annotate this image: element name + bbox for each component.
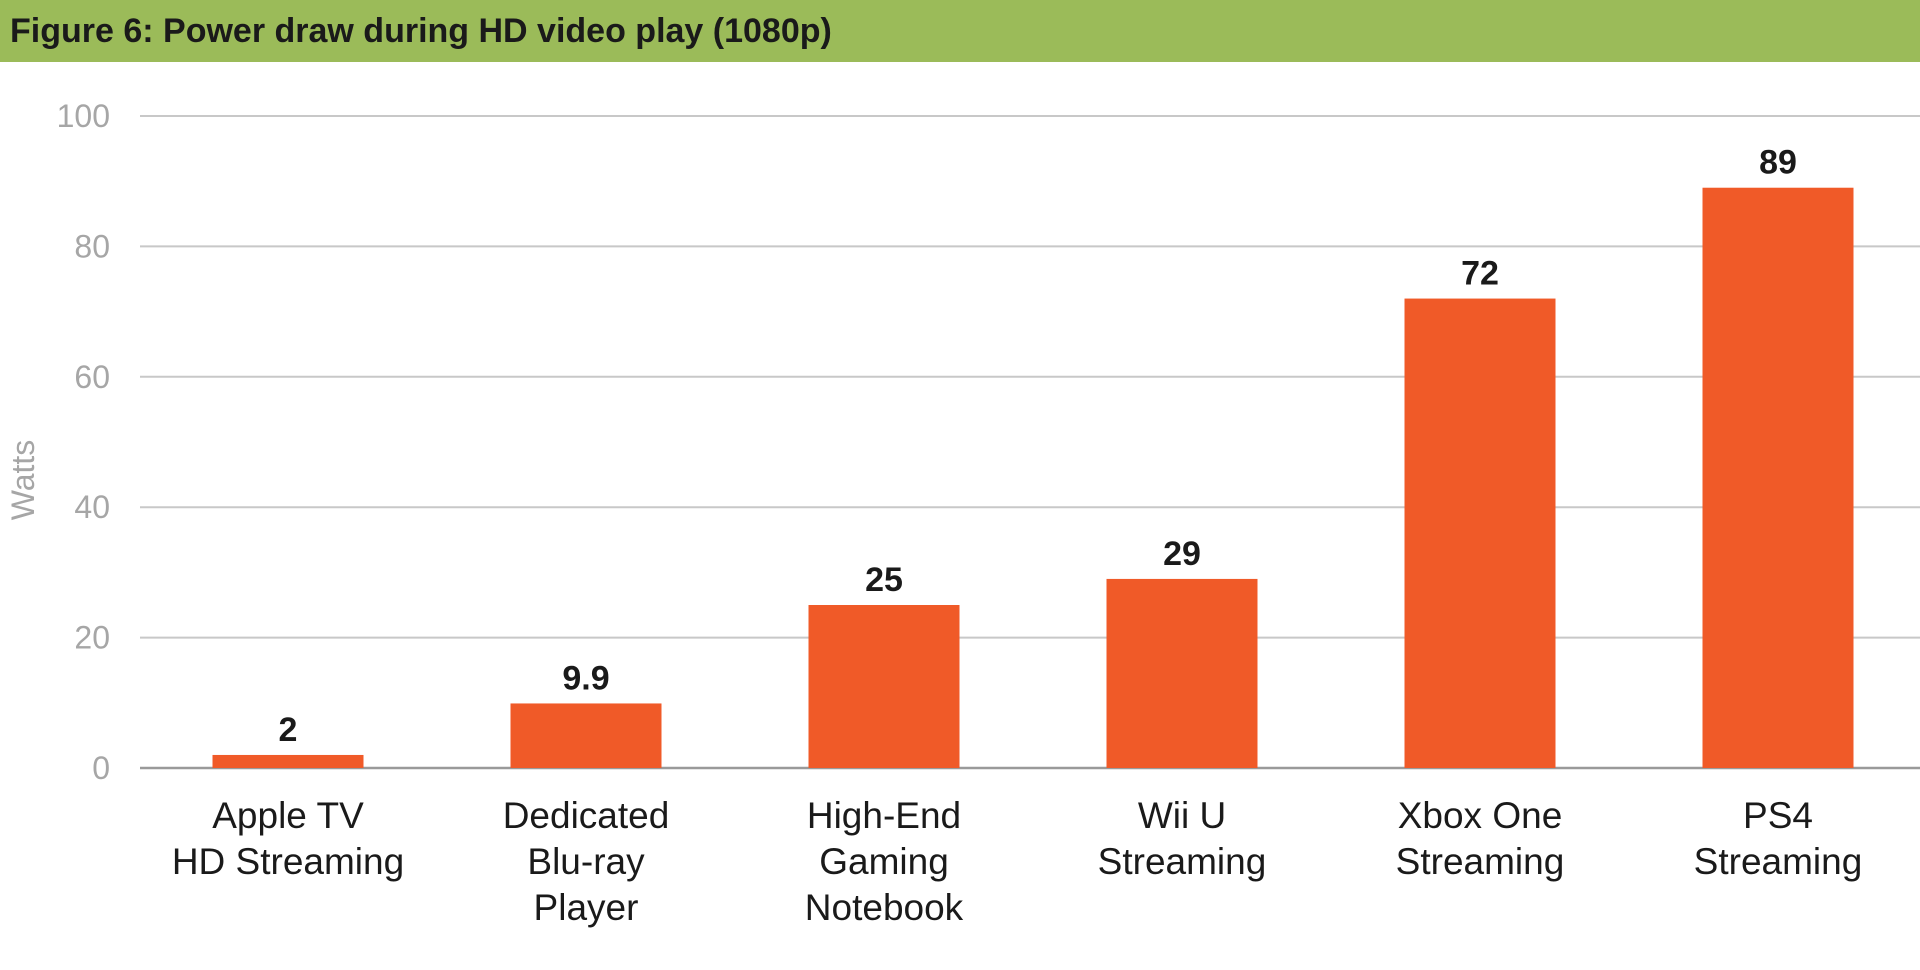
- x-tick-label: Dedicated Blu-ray Player: [503, 795, 670, 928]
- data-label: 29: [1163, 535, 1201, 573]
- gridlines: [140, 115, 1920, 770]
- bar: [1404, 298, 1556, 768]
- y-tick-label: 60: [74, 359, 110, 395]
- y-tick-label: 0: [92, 750, 110, 786]
- x-tick-label: PS4 Streaming: [1694, 795, 1863, 882]
- bar: [510, 703, 662, 768]
- chart-title: Figure 6: Power draw during HD video pla…: [10, 11, 832, 50]
- x-tick-label: Apple TV HD Streaming: [172, 795, 404, 882]
- category-labels: Apple TV HD Streaming Dedicated Blu-ray Play…: [172, 795, 1863, 928]
- y-tick-label: 100: [57, 98, 110, 134]
- y-tick-label: 80: [74, 228, 110, 264]
- data-label: 89: [1759, 144, 1797, 182]
- bar: [212, 754, 364, 768]
- bars: [212, 187, 1854, 769]
- bar: [1702, 187, 1854, 769]
- y-tick-label: 40: [74, 489, 110, 525]
- data-label: 25: [865, 561, 903, 599]
- bar-chart: 0 20 40 60 80 100 2 9.9 25 29 72 89 Apple TV HD Str…: [5, 98, 1920, 928]
- y-axis-label: Watts: [5, 440, 41, 521]
- y-tick-label: 20: [74, 620, 110, 656]
- bar: [808, 605, 960, 768]
- title-bar: Figure 6: Power draw during HD video pla…: [0, 0, 1920, 62]
- x-tick-label: Wii U Streaming: [1098, 795, 1267, 882]
- bar: [1106, 578, 1258, 768]
- x-tick-label: High-End Gaming Notebook: [805, 795, 964, 928]
- x-tick-label: Xbox One Streaming: [1396, 795, 1565, 882]
- data-label: 9.9: [562, 659, 609, 697]
- data-label: 72: [1461, 255, 1499, 293]
- value-labels: 2 9.9 25 29 72 89: [279, 144, 1797, 749]
- y-axis-ticks: 0 20 40 60 80 100: [57, 98, 110, 786]
- data-label: 2: [279, 711, 298, 749]
